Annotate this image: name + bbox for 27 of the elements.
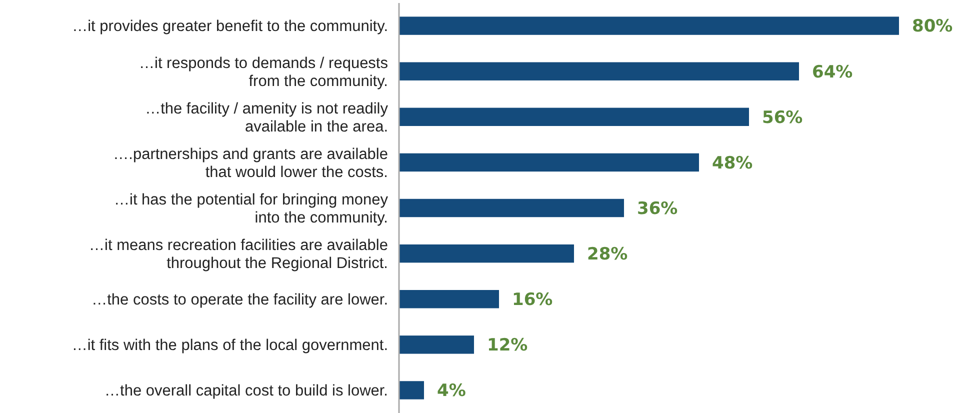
- y-tick-label: ….partnerships and grants are available that would lower the costs.: [113, 146, 388, 181]
- bar: [399, 153, 699, 172]
- y-tick-label: …it provides greater benefit to the community.: [72, 18, 388, 36]
- bar: [399, 108, 749, 126]
- data-label: 12%: [487, 336, 528, 356]
- y-tick-label: …the overall capital cost to build is lower.: [104, 382, 388, 400]
- bar: [399, 16, 899, 35]
- data-label: 28%: [587, 244, 628, 265]
- data-label: 16%: [512, 290, 553, 310]
- bar: [399, 62, 799, 80]
- y-tick-label: …it responds to demands / requests from the community.: [139, 54, 388, 90]
- data-label: 56%: [762, 108, 803, 128]
- bar: [399, 336, 474, 354]
- bar: [399, 244, 574, 263]
- bar: [399, 381, 424, 400]
- data-label: 80%: [912, 16, 953, 37]
- bar: [399, 198, 624, 218]
- bar: [399, 290, 499, 308]
- data-label: 64%: [812, 62, 853, 82]
- data-label: 36%: [637, 198, 678, 219]
- y-tick-label: …it means recreation facilities are available throughout the Regional District.: [89, 236, 388, 272]
- y-tick-label: …the facility / amenity is not readily available in the area.: [145, 100, 388, 136]
- y-tick-label: …the costs to operate the facility are lower.: [92, 292, 388, 309]
- data-label: 4%: [437, 381, 466, 402]
- data-label: 48%: [712, 153, 753, 174]
- y-tick-label: …it fits with the plans of the local government.: [72, 337, 388, 354]
- y-tick-label: …it has the potential for bringing money into the community.: [114, 191, 388, 226]
